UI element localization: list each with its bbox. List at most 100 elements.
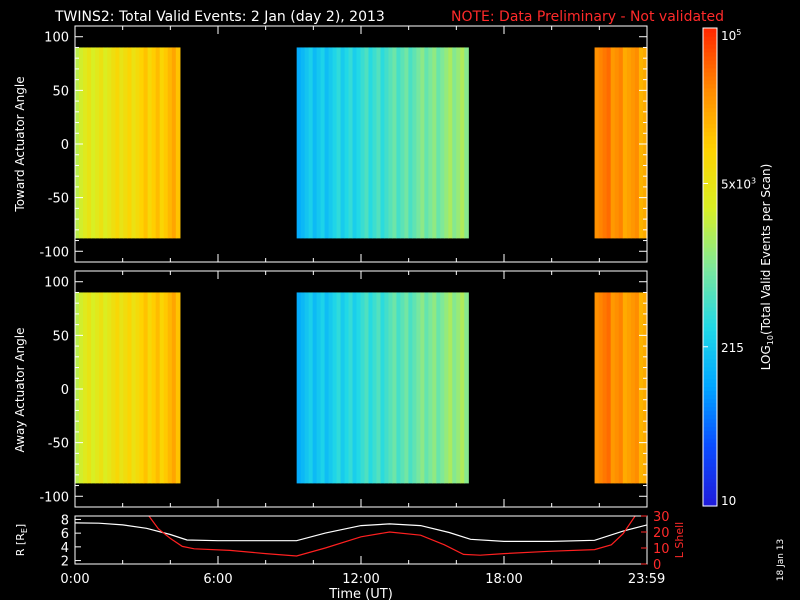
away-cell — [408, 292, 413, 484]
toward-cell — [155, 47, 161, 239]
away-cell — [420, 292, 425, 484]
away-y-ticks: -100 -50 0 50 100 — [39, 271, 648, 507]
toward-cell — [316, 47, 322, 239]
colorbar-tick-label: 5x103 — [721, 176, 756, 191]
toward-cell — [79, 47, 84, 239]
colorbar-cell — [703, 67, 717, 73]
colorbar-cell — [703, 103, 717, 109]
toward-cell — [320, 47, 326, 239]
away-cell — [464, 292, 469, 484]
colorbar-cell — [703, 402, 717, 408]
colorbar-cell — [703, 207, 717, 212]
away-cell — [115, 292, 120, 484]
colorbar-cell — [703, 490, 717, 495]
colorbar-cell — [703, 39, 717, 45]
colorbar-cell — [703, 498, 717, 503]
colorbar-cell — [703, 454, 717, 459]
colorbar-cell — [703, 91, 717, 97]
toward-cell — [103, 47, 108, 239]
colorbar-cell — [703, 314, 717, 320]
toward-cell — [392, 47, 398, 239]
toward-cell — [456, 47, 461, 239]
colorbar-cell — [703, 79, 717, 85]
preliminary-note: NOTE: Data Preliminary - Not validated — [451, 9, 724, 25]
colorbar-cell — [703, 294, 717, 300]
away-cell — [432, 292, 437, 484]
away-cell — [111, 292, 116, 484]
toward-cell — [614, 47, 620, 239]
toward-cell — [368, 47, 374, 239]
away-heatmap-cells — [75, 292, 648, 484]
colorbar-cell — [703, 474, 717, 479]
colorbar-cell — [703, 406, 717, 411]
colorbar-cell — [703, 342, 717, 348]
colorbar-cell — [703, 390, 717, 396]
away-cell — [444, 292, 449, 484]
colorbar-cell — [703, 310, 717, 316]
colorbar-cell — [703, 354, 717, 360]
colorbar-cell — [703, 235, 717, 240]
colorbar-cell — [703, 426, 717, 431]
colorbar-cell — [703, 282, 717, 288]
orbit-left-tick-label: 6 — [61, 527, 69, 542]
colorbar-cell — [703, 239, 717, 244]
away-cell — [364, 292, 370, 484]
toward-cell — [348, 47, 354, 239]
x-tick-label: 0:00 — [60, 572, 89, 587]
away-cell — [626, 292, 632, 484]
colorbar-cell — [703, 83, 717, 89]
radius-line — [75, 522, 647, 543]
away-panel: -100 -50 0 50 100 Away Actuator Angle — [13, 270, 648, 508]
toward-cell — [376, 47, 382, 239]
colorbar-cell — [703, 278, 717, 284]
away-cell — [642, 292, 648, 484]
toward-cell — [111, 47, 116, 239]
toward-cell — [151, 47, 157, 239]
colorbar-cell — [703, 251, 717, 256]
toward-cell — [622, 47, 628, 239]
colorbar-cell — [703, 31, 717, 37]
away-cell — [171, 292, 177, 484]
colorbar-ticks: 10 215 5x103 105 — [703, 27, 756, 508]
toward-cell — [115, 47, 120, 239]
toward-cell — [448, 47, 453, 239]
colorbar-cell — [703, 223, 717, 228]
toward-cell — [344, 47, 350, 239]
figure-title: TWINS2: Total Valid Events: 2 Jan (day 2… — [54, 9, 385, 25]
away-cell — [618, 292, 624, 484]
colorbar-cell — [703, 386, 717, 392]
away-cell — [634, 292, 640, 484]
orbit-right-tick-label: 10 — [653, 542, 670, 557]
colorbar-cell — [703, 183, 717, 188]
toward-cell — [396, 47, 402, 239]
toward-cell — [328, 47, 334, 239]
away-cell — [460, 292, 465, 484]
away-cell — [638, 292, 644, 484]
colorbar-cell — [703, 179, 717, 184]
colorbar-cell — [703, 366, 717, 372]
colorbar-cell — [703, 187, 717, 192]
away-cell — [396, 292, 402, 484]
toward-cell — [123, 47, 129, 239]
toward-cell — [630, 47, 636, 239]
toward-cell — [324, 47, 330, 239]
colorbar-cell — [703, 111, 717, 117]
toward-cell — [634, 47, 640, 239]
away-cell — [356, 292, 362, 484]
toward-cell — [372, 47, 378, 239]
orbit-left-tick-label: 4 — [61, 541, 69, 556]
colorbar-cell — [703, 243, 717, 248]
toward-cell — [384, 47, 390, 239]
away-cell — [340, 292, 346, 484]
toward-cell — [404, 47, 409, 239]
toward-cell — [95, 47, 100, 239]
away-cell — [127, 292, 133, 484]
colorbar-cell — [703, 259, 717, 264]
orbit-right-ylabel: L Shell — [673, 522, 686, 558]
toward-cell — [440, 47, 445, 239]
away-cell — [123, 292, 129, 484]
colorbar-cell — [703, 135, 717, 141]
colorbar-cell — [703, 35, 717, 41]
away-ylabel: Away Actuator Angle — [13, 327, 27, 452]
away-cell — [630, 292, 636, 484]
